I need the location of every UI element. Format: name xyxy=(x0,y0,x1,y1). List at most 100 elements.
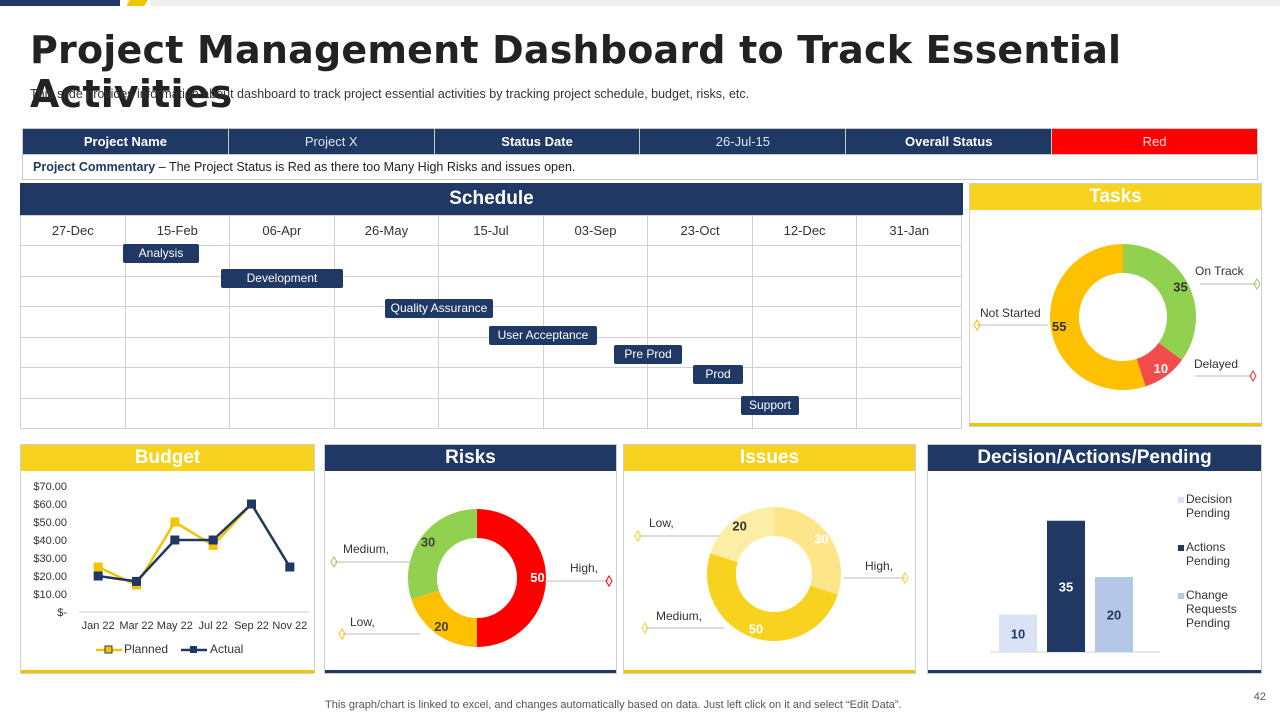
budget-x-tick: Nov 22 xyxy=(272,620,307,632)
budget-x-tick: Sep 22 xyxy=(234,620,269,632)
top-accent-navy xyxy=(0,0,120,6)
schedule-date: 27-Dec xyxy=(20,215,126,246)
budget-line-planned xyxy=(97,501,291,587)
budget-y-tick: $70.00 xyxy=(33,481,67,493)
issue-low-marker xyxy=(634,530,642,542)
tasks-panel: Tasks 35 10 55 On Track Delayed Not Starte… xyxy=(969,183,1262,427)
budget-y-tick: $20.00 xyxy=(33,571,67,583)
issues-value-low: 20 xyxy=(732,519,746,534)
decisions-bar-value: 20 xyxy=(1107,608,1121,623)
budget-lines xyxy=(93,499,295,590)
budget-point-actual[interactable] xyxy=(247,499,256,509)
tasks-slice-on-track[interactable] xyxy=(1123,244,1196,360)
on-track-label: On Track xyxy=(1195,264,1244,278)
budget-x-tick: May 22 xyxy=(157,620,193,632)
legend-actual-label: Actual xyxy=(210,642,244,656)
risks-header: Risks xyxy=(325,445,616,471)
budget-point-actual[interactable] xyxy=(132,576,141,586)
budget-header: Budget xyxy=(21,445,314,471)
commentary-text: – The Project Status is Red as there too… xyxy=(155,160,576,174)
task-bar-quality-assurance[interactable]: Quality Assurance xyxy=(385,299,493,318)
risks-slice-high[interactable] xyxy=(477,509,546,647)
decisions-legend-swatch-decision-pending xyxy=(1178,497,1184,503)
budget-axes: $70.00 $60.00 $50.00 $40.00 $30.00 $20.00 $10.… xyxy=(33,481,309,632)
decisions-legend-label: Actions xyxy=(1186,540,1225,554)
task-bar-prod[interactable]: Prod xyxy=(693,365,743,384)
schedule-header: Schedule xyxy=(20,183,963,215)
legend-actual-marker xyxy=(190,646,197,653)
decisions-legend-label: Decision xyxy=(1186,492,1232,506)
risks-hole xyxy=(447,548,507,608)
top-accent-gray xyxy=(150,0,1280,6)
decisions-bar-change-requests-pending[interactable] xyxy=(1095,577,1133,652)
issues-slice-low[interactable] xyxy=(710,507,774,563)
project-name-value: Project X xyxy=(227,128,435,155)
schedule-date: 06-Apr xyxy=(229,215,335,246)
budget-point-planned[interactable] xyxy=(93,562,103,572)
schedule-date: 31-Jan xyxy=(856,215,962,246)
decisions-header: Decision/Actions/Pending xyxy=(928,445,1261,471)
risks-slice-low[interactable] xyxy=(411,590,477,647)
schedule-date: 15-Jul xyxy=(438,215,544,246)
risks-chart: 50 20 30 xyxy=(330,509,613,647)
budget-line-actual xyxy=(97,502,291,583)
decisions-bottom-line xyxy=(928,670,1261,673)
budget-y-tick: $10.00 xyxy=(33,589,67,601)
issues-value-high: 30 xyxy=(814,532,828,547)
risk-low-marker xyxy=(338,628,346,640)
on-track-marker xyxy=(1253,278,1261,290)
task-bar-support[interactable]: Support xyxy=(741,396,799,415)
risks-value-medium: 30 xyxy=(421,534,435,549)
commentary-label: Project Commentary xyxy=(33,160,156,174)
budget-chart: $70.00 $60.00 $50.00 $40.00 $30.00 $20.00 $10.… xyxy=(33,481,309,654)
risk-low-label: Low, xyxy=(350,615,375,629)
tasks-slice-delayed[interactable] xyxy=(1136,342,1183,387)
issues-chart: 30 50 20 xyxy=(634,507,909,641)
risks-slice-medium[interactable] xyxy=(408,509,477,600)
budget-point-actual[interactable] xyxy=(170,535,180,545)
decisions-legend-swatch-change-requests-pending xyxy=(1178,593,1184,599)
budget-point-planned[interactable] xyxy=(170,517,180,527)
schedule-date: 15-Feb xyxy=(124,215,231,246)
task-bar-analysis[interactable]: Analysis xyxy=(123,244,199,263)
decisions-legend: DecisionPendingActionsPendingChangeReque… xyxy=(1178,492,1237,630)
risks-panel: Risks 50 20 30 Medium, High, Low, xyxy=(324,444,617,674)
issues-slice-medium[interactable] xyxy=(707,553,838,641)
risk-medium-marker xyxy=(330,556,338,568)
not-started-marker xyxy=(973,319,981,331)
issue-low-label: Low, xyxy=(649,516,674,530)
risks-value-high: 50 xyxy=(530,570,544,585)
tasks-header: Tasks xyxy=(970,184,1261,210)
budget-point-actual[interactable] xyxy=(208,535,218,545)
budget-bottom-line xyxy=(21,670,314,673)
budget-point-actual[interactable] xyxy=(93,571,103,581)
project-status-table: Project Name Project X Status Date 26-Ju… xyxy=(22,128,1258,180)
risks-bottom-line xyxy=(325,670,616,673)
budget-x-tick: Mar 22 xyxy=(119,620,153,632)
decisions-legend-label: Requests xyxy=(1186,602,1237,616)
legend-planned-marker xyxy=(104,645,113,654)
issue-high-marker xyxy=(901,572,909,584)
risk-high-label: High, xyxy=(570,561,599,575)
schedule-date: 23-Oct xyxy=(647,215,753,246)
task-bar-development[interactable]: Development xyxy=(221,269,343,288)
task-bar-pre-prod[interactable]: Pre Prod xyxy=(614,345,682,364)
budget-point-actual[interactable] xyxy=(285,562,295,572)
decisions-legend-label: Change xyxy=(1186,588,1228,602)
decisions-bar-decision-pending[interactable] xyxy=(999,614,1037,653)
decisions-bars: 10 35 20 xyxy=(990,520,1160,653)
risks-donut: 50 20 30 xyxy=(408,509,546,647)
task-bar-user-acceptance[interactable]: User Acceptance xyxy=(489,326,597,345)
not-started-label: Not Started xyxy=(980,306,1041,320)
schedule-date: 26-May xyxy=(333,215,440,246)
issues-slice-high[interactable] xyxy=(774,507,841,595)
budget-y-tick: $- xyxy=(57,607,67,619)
status-date-label: Status Date xyxy=(433,128,641,155)
decisions-bar-actions-pending[interactable] xyxy=(1047,520,1085,652)
budget-y-tick: $60.00 xyxy=(33,499,67,511)
issue-high-label: High, xyxy=(865,559,894,573)
issues-value-medium: 50 xyxy=(749,622,763,637)
page-title: Project Management Dashboard to Track Es… xyxy=(30,28,1122,116)
tasks-value-not-started: 55 xyxy=(1052,319,1066,334)
tasks-slice-not-started[interactable] xyxy=(1050,244,1146,390)
